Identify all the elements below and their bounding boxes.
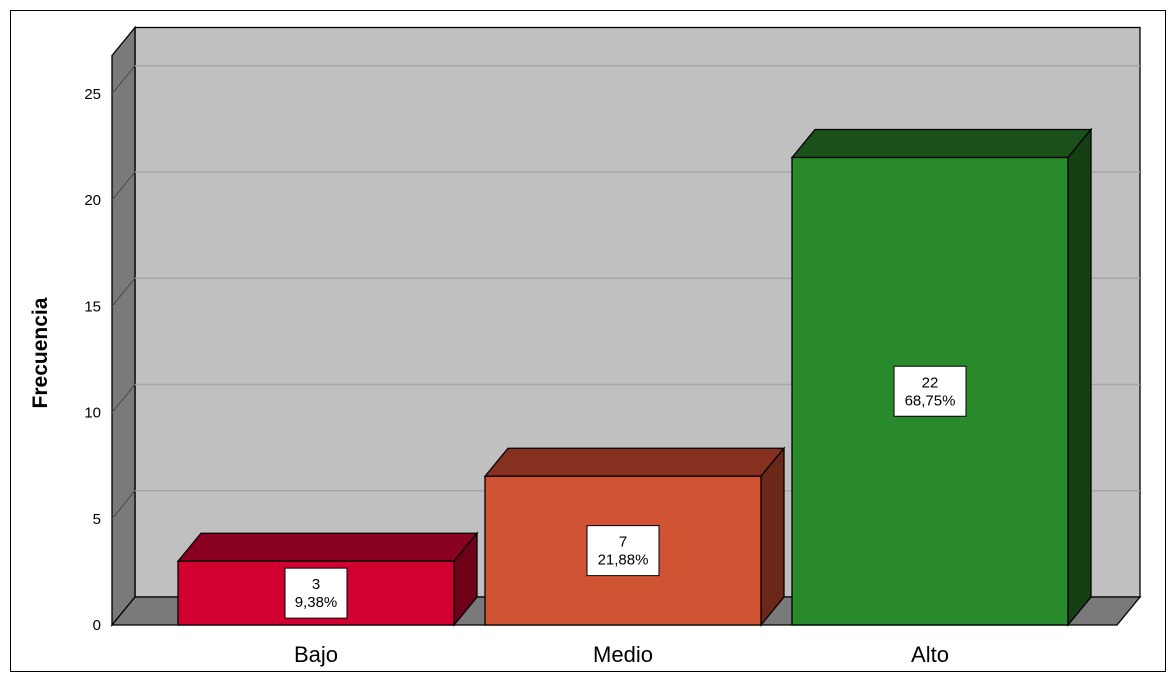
y-tick-label: 5 [93,511,101,528]
y-tick-label: 0 [93,617,101,634]
bar-side-face [760,446,785,627]
bar-top-face [790,128,1093,159]
grid-line-side [111,384,136,413]
data-label-percent: 68,75% [905,392,956,409]
grid-line-side [111,65,136,95]
grid-line-side [111,277,136,307]
data-label-box [284,567,348,619]
y-axis-label: Frecuencia [29,297,52,408]
bar-top-face [176,532,479,562]
data-label-count: 3 [312,576,320,593]
grid-line-side [111,171,136,201]
y-axis-ticks: 0 5 10 15 20 25 [84,86,101,634]
grid-line-side [111,490,136,520]
y-tick-label: 25 [84,86,101,103]
data-label-percent: 21,88% [598,552,649,569]
bar-bajo: 39,38% [176,531,479,627]
x-axis-labels: Bajo Medio Alto [294,642,949,667]
bar-side-face [1067,127,1092,627]
bar-top-face [483,447,786,477]
data-label-box [893,365,967,417]
x-category-label: Medio [593,642,653,667]
data-label-count: 22 [922,374,939,391]
side-wall [111,25,136,627]
x-category-label: Alto [911,642,949,667]
x-category-label: Bajo [294,642,338,667]
data-label-box [586,525,660,577]
y-tick-label: 15 [84,298,101,315]
data-label-count: 7 [619,534,627,551]
y-tick-label: 10 [84,405,101,422]
y-tick-label: 20 [84,192,101,209]
bar-medio: 721,88% [483,446,786,627]
data-label-percent: 9,38% [295,594,338,611]
